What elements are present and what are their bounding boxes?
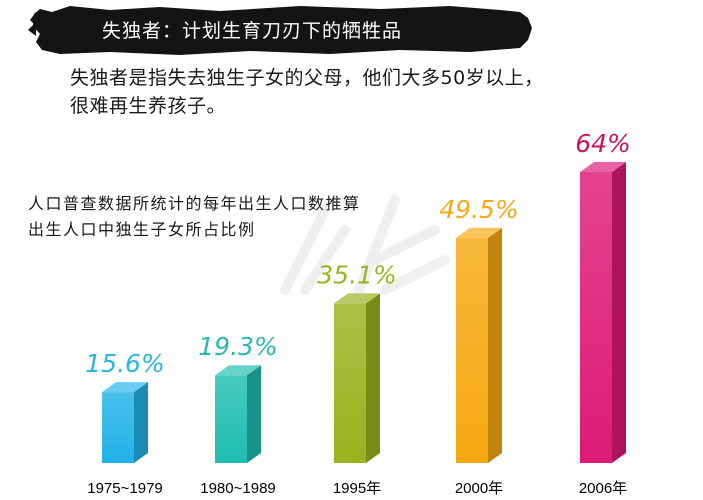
bar-front-face	[102, 392, 134, 463]
chart-subtitle-line-2: 出生人口中独生子女所占比例	[28, 220, 256, 239]
bar-top-face	[102, 382, 148, 393]
bar-side-face	[247, 365, 261, 463]
intro-text-line-2: 很难再生养孩子。	[70, 95, 227, 117]
bar-front-face	[580, 172, 612, 463]
bar-3	[334, 293, 380, 463]
data-label: 15.6%	[85, 349, 164, 378]
x-tick-label: 1980~1989	[200, 480, 276, 497]
bar-top-face	[580, 162, 626, 172]
x-tick-label: 2000年	[455, 480, 503, 497]
title-banner	[28, 6, 532, 55]
bar-front-face	[215, 375, 247, 463]
bar-side-face	[612, 162, 626, 463]
chart-subtitle-line-1: 人口普查数据所统计的每年出生人口数推算	[28, 194, 361, 213]
data-label: 19.3%	[198, 332, 277, 361]
x-tick-label: 1975~1979	[87, 480, 163, 497]
bar-front-face	[334, 303, 366, 463]
data-label: 49.5%	[439, 195, 518, 224]
x-tick-label: 2006年	[579, 480, 627, 497]
data-label: 35.1%	[317, 260, 396, 289]
intro-text-line-1: 失独者是指失去独生子女的父母，他们大多50岁以上，	[70, 67, 544, 89]
bar-side-face	[488, 227, 502, 463]
page-title: 失独者：计划生育刀刃下的牺牲品	[102, 20, 403, 42]
bar-side-face	[366, 293, 380, 463]
bar-1	[102, 382, 148, 463]
bar-front-face	[456, 237, 488, 463]
bar-5	[580, 162, 626, 463]
bar-4	[456, 227, 502, 463]
data-label: 64%	[575, 129, 631, 158]
bar-2	[215, 365, 261, 463]
bar-side-face	[134, 382, 148, 463]
bar-top-face	[334, 293, 380, 304]
x-tick-label: 1995年	[333, 480, 381, 497]
bar-top-face	[215, 365, 261, 376]
bar-top-face	[456, 227, 502, 238]
